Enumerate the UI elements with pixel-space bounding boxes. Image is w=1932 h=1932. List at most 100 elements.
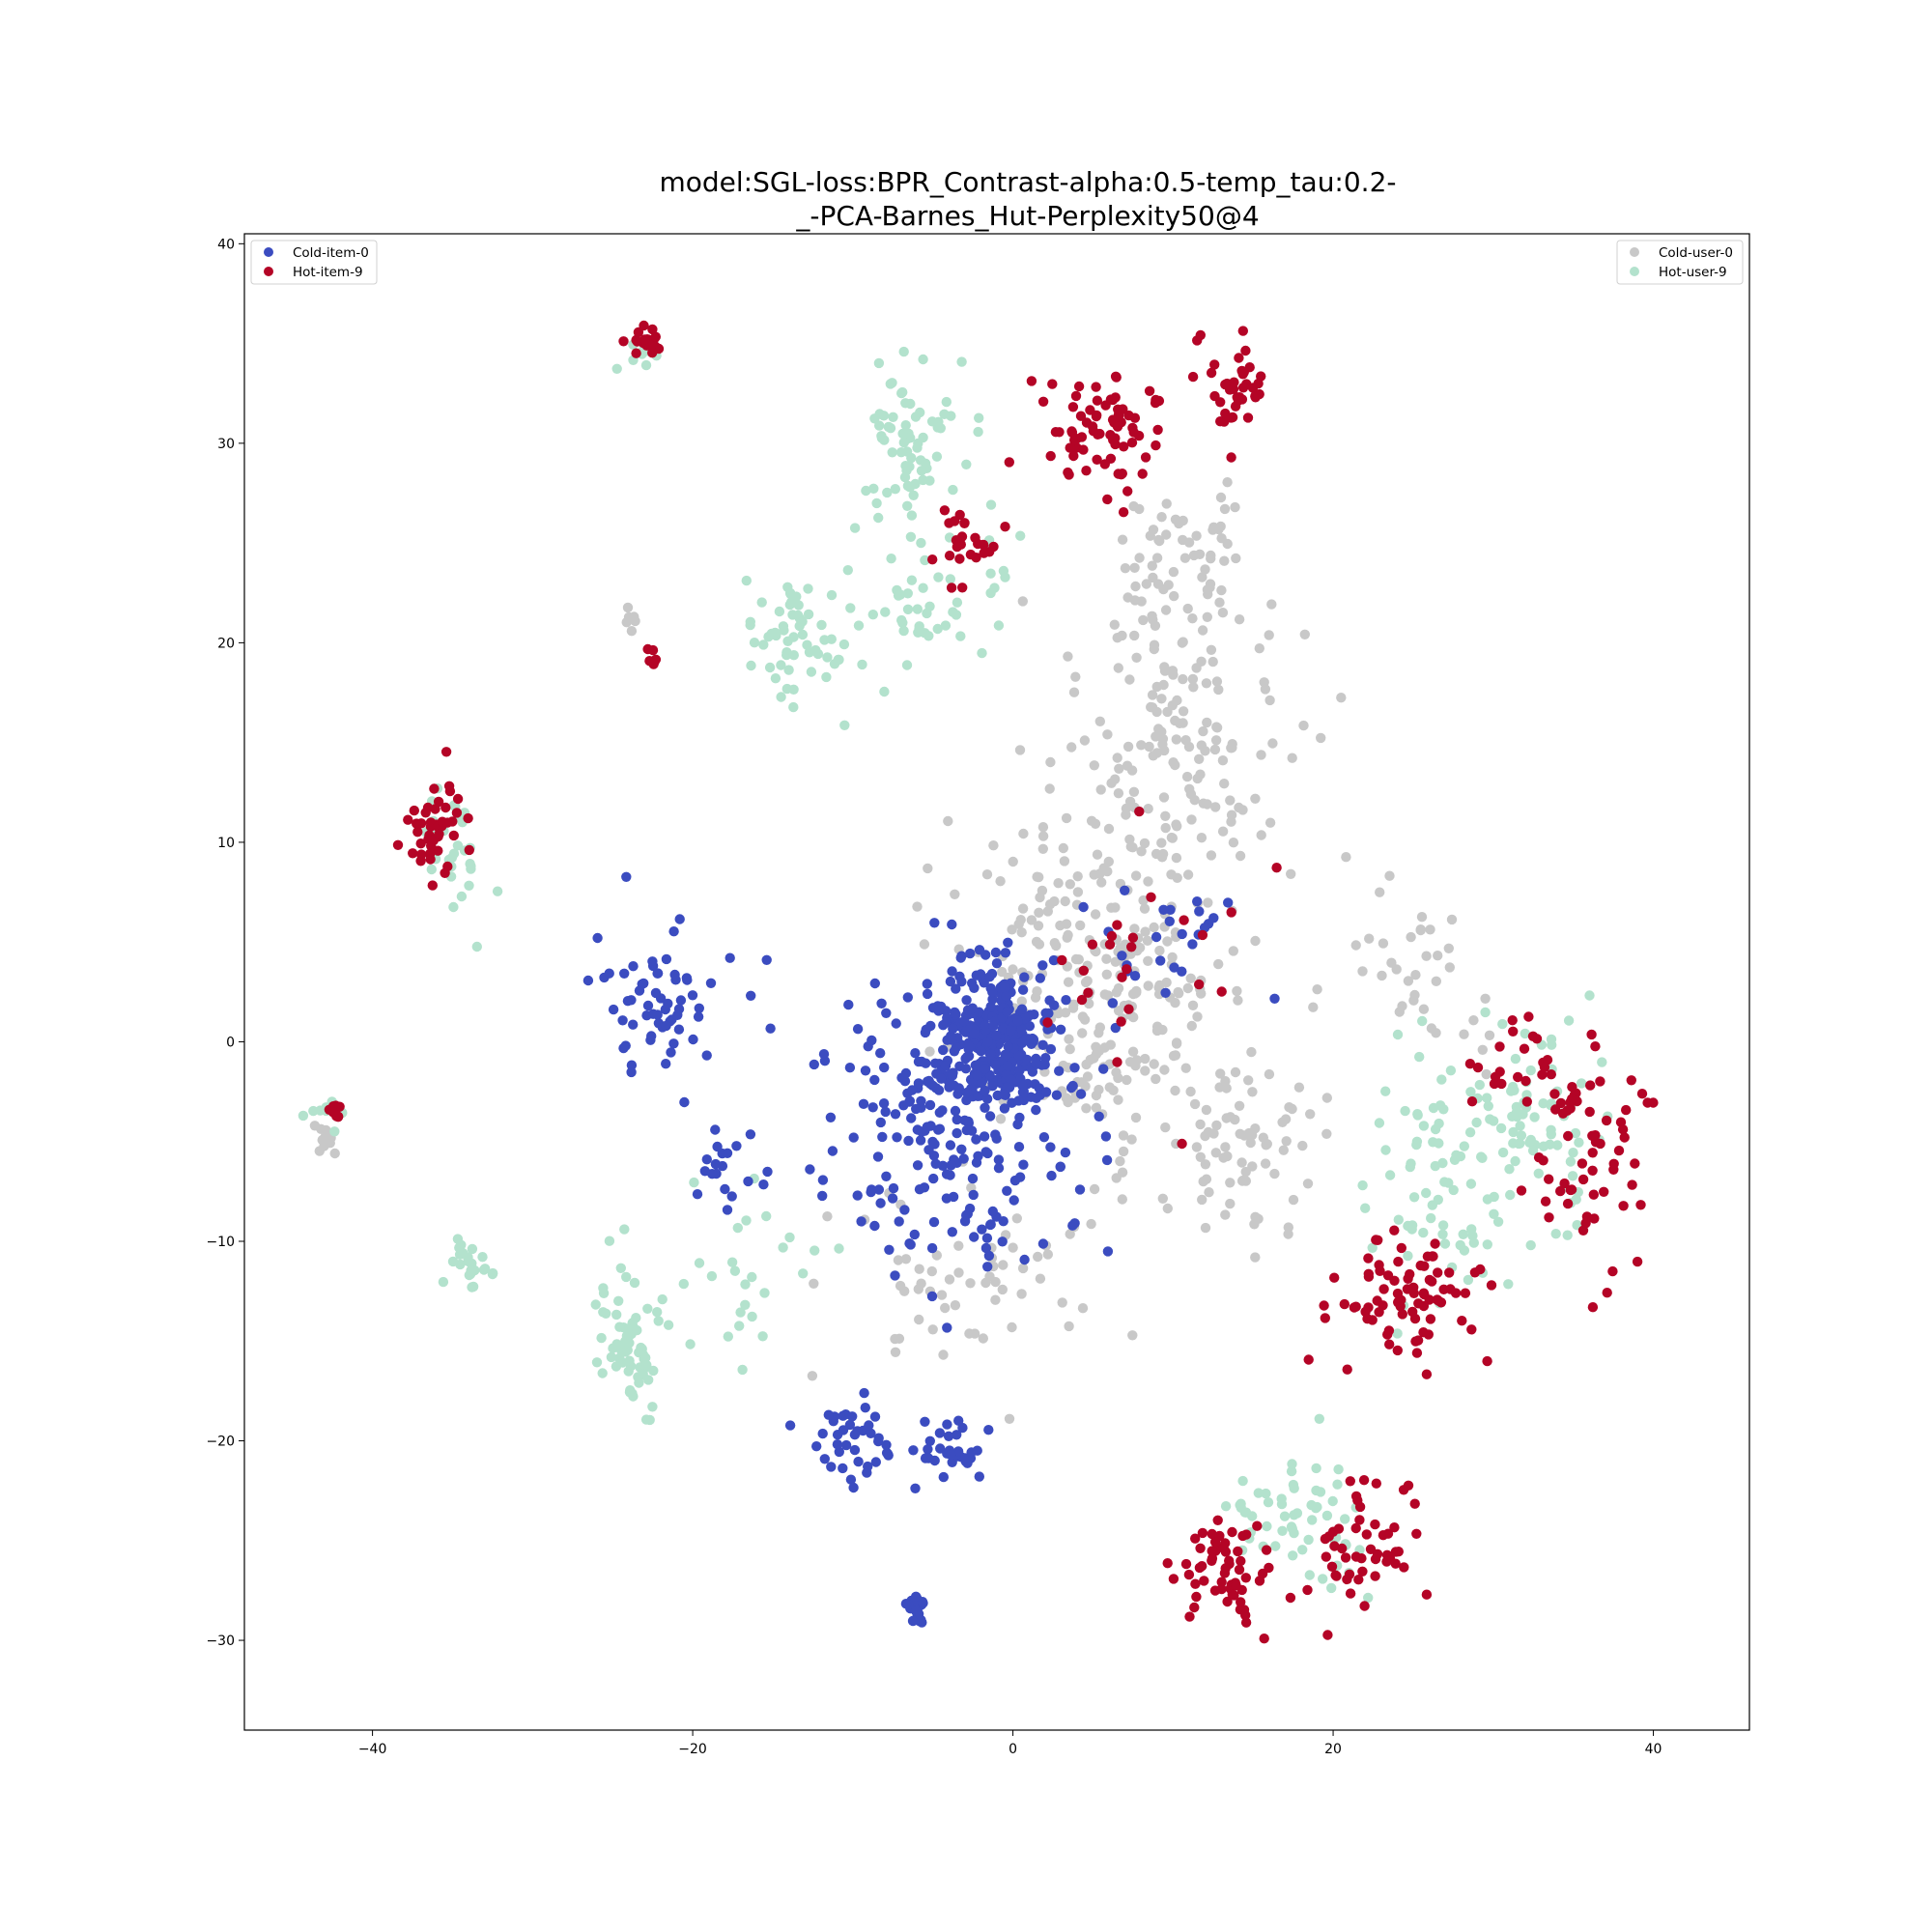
point xyxy=(1000,982,1010,993)
point xyxy=(1271,863,1282,873)
point xyxy=(970,532,980,543)
point xyxy=(1242,412,1254,423)
point xyxy=(1245,1137,1256,1149)
point xyxy=(706,1270,718,1282)
point xyxy=(1312,983,1322,995)
point xyxy=(1057,1297,1067,1308)
point xyxy=(1545,1139,1555,1151)
point xyxy=(1224,1555,1235,1566)
point xyxy=(1225,1198,1236,1209)
point xyxy=(1151,553,1163,563)
point xyxy=(947,919,957,930)
point xyxy=(1216,584,1227,596)
point xyxy=(1431,976,1442,986)
point xyxy=(914,1184,925,1195)
point xyxy=(448,830,459,841)
point xyxy=(640,1414,652,1425)
legend-items-box xyxy=(250,240,378,285)
point xyxy=(979,548,989,558)
point xyxy=(910,1483,921,1494)
point xyxy=(1111,1173,1122,1183)
point xyxy=(1533,1168,1545,1179)
point xyxy=(1220,1142,1231,1152)
point xyxy=(959,1115,970,1126)
point xyxy=(1220,1501,1232,1512)
point xyxy=(1287,1523,1298,1534)
point xyxy=(1045,756,1056,768)
point xyxy=(906,452,917,464)
point xyxy=(881,1171,892,1182)
point xyxy=(1252,1520,1263,1531)
point xyxy=(427,880,438,891)
point xyxy=(1044,783,1055,794)
series-cold-item-0 xyxy=(582,871,1280,1628)
point xyxy=(1060,1147,1071,1158)
point xyxy=(1118,1130,1129,1141)
point xyxy=(741,1215,752,1226)
point xyxy=(1466,1096,1478,1107)
point xyxy=(757,1331,768,1342)
point xyxy=(788,650,799,661)
point xyxy=(1002,1049,1012,1061)
point xyxy=(454,1242,465,1253)
point xyxy=(869,1074,880,1086)
point xyxy=(1270,1541,1281,1551)
point xyxy=(1216,986,1227,997)
point xyxy=(1172,872,1182,883)
point xyxy=(965,948,976,959)
point xyxy=(834,1243,844,1254)
point xyxy=(1061,812,1072,824)
point xyxy=(1206,644,1217,655)
legend-label-hot-user: Hot-user-9 xyxy=(1659,265,1727,280)
point xyxy=(984,1219,996,1231)
point xyxy=(657,1293,668,1305)
point xyxy=(974,945,985,955)
point xyxy=(682,975,693,985)
point xyxy=(997,1236,1008,1247)
point xyxy=(1079,735,1091,746)
point xyxy=(639,978,649,989)
point xyxy=(1486,1280,1497,1291)
point xyxy=(1171,1037,1182,1048)
x-tick-label: −20 xyxy=(678,1742,707,1757)
point xyxy=(1120,885,1130,895)
point xyxy=(611,1361,622,1372)
point xyxy=(1046,1170,1057,1181)
point xyxy=(448,848,460,859)
point xyxy=(1042,906,1054,917)
point xyxy=(922,988,933,1000)
point xyxy=(946,1160,956,1171)
point xyxy=(1240,1573,1252,1583)
point xyxy=(838,639,850,650)
point xyxy=(1219,555,1230,566)
point xyxy=(1590,1041,1601,1052)
point xyxy=(1155,955,1166,966)
point xyxy=(998,1216,1009,1227)
point xyxy=(1235,1128,1245,1140)
point xyxy=(647,324,658,335)
point xyxy=(1571,1194,1581,1205)
point xyxy=(1149,1059,1159,1069)
point xyxy=(1563,1015,1575,1026)
point xyxy=(1482,1239,1493,1250)
point xyxy=(1099,989,1111,1000)
point xyxy=(646,1031,657,1041)
point xyxy=(1160,987,1171,998)
point xyxy=(894,1216,904,1227)
point xyxy=(809,1059,819,1070)
point xyxy=(1436,1074,1447,1085)
point xyxy=(1111,372,1122,383)
point xyxy=(1403,1273,1413,1285)
point xyxy=(1053,878,1064,889)
point xyxy=(1472,1062,1484,1073)
point xyxy=(640,1352,651,1363)
point xyxy=(886,554,896,564)
point xyxy=(1418,1004,1430,1014)
point xyxy=(838,1463,848,1474)
point xyxy=(1188,682,1199,693)
point xyxy=(822,652,833,663)
point xyxy=(1136,846,1147,857)
point xyxy=(1557,1108,1569,1119)
point xyxy=(1027,1066,1038,1077)
point xyxy=(1033,1251,1043,1263)
